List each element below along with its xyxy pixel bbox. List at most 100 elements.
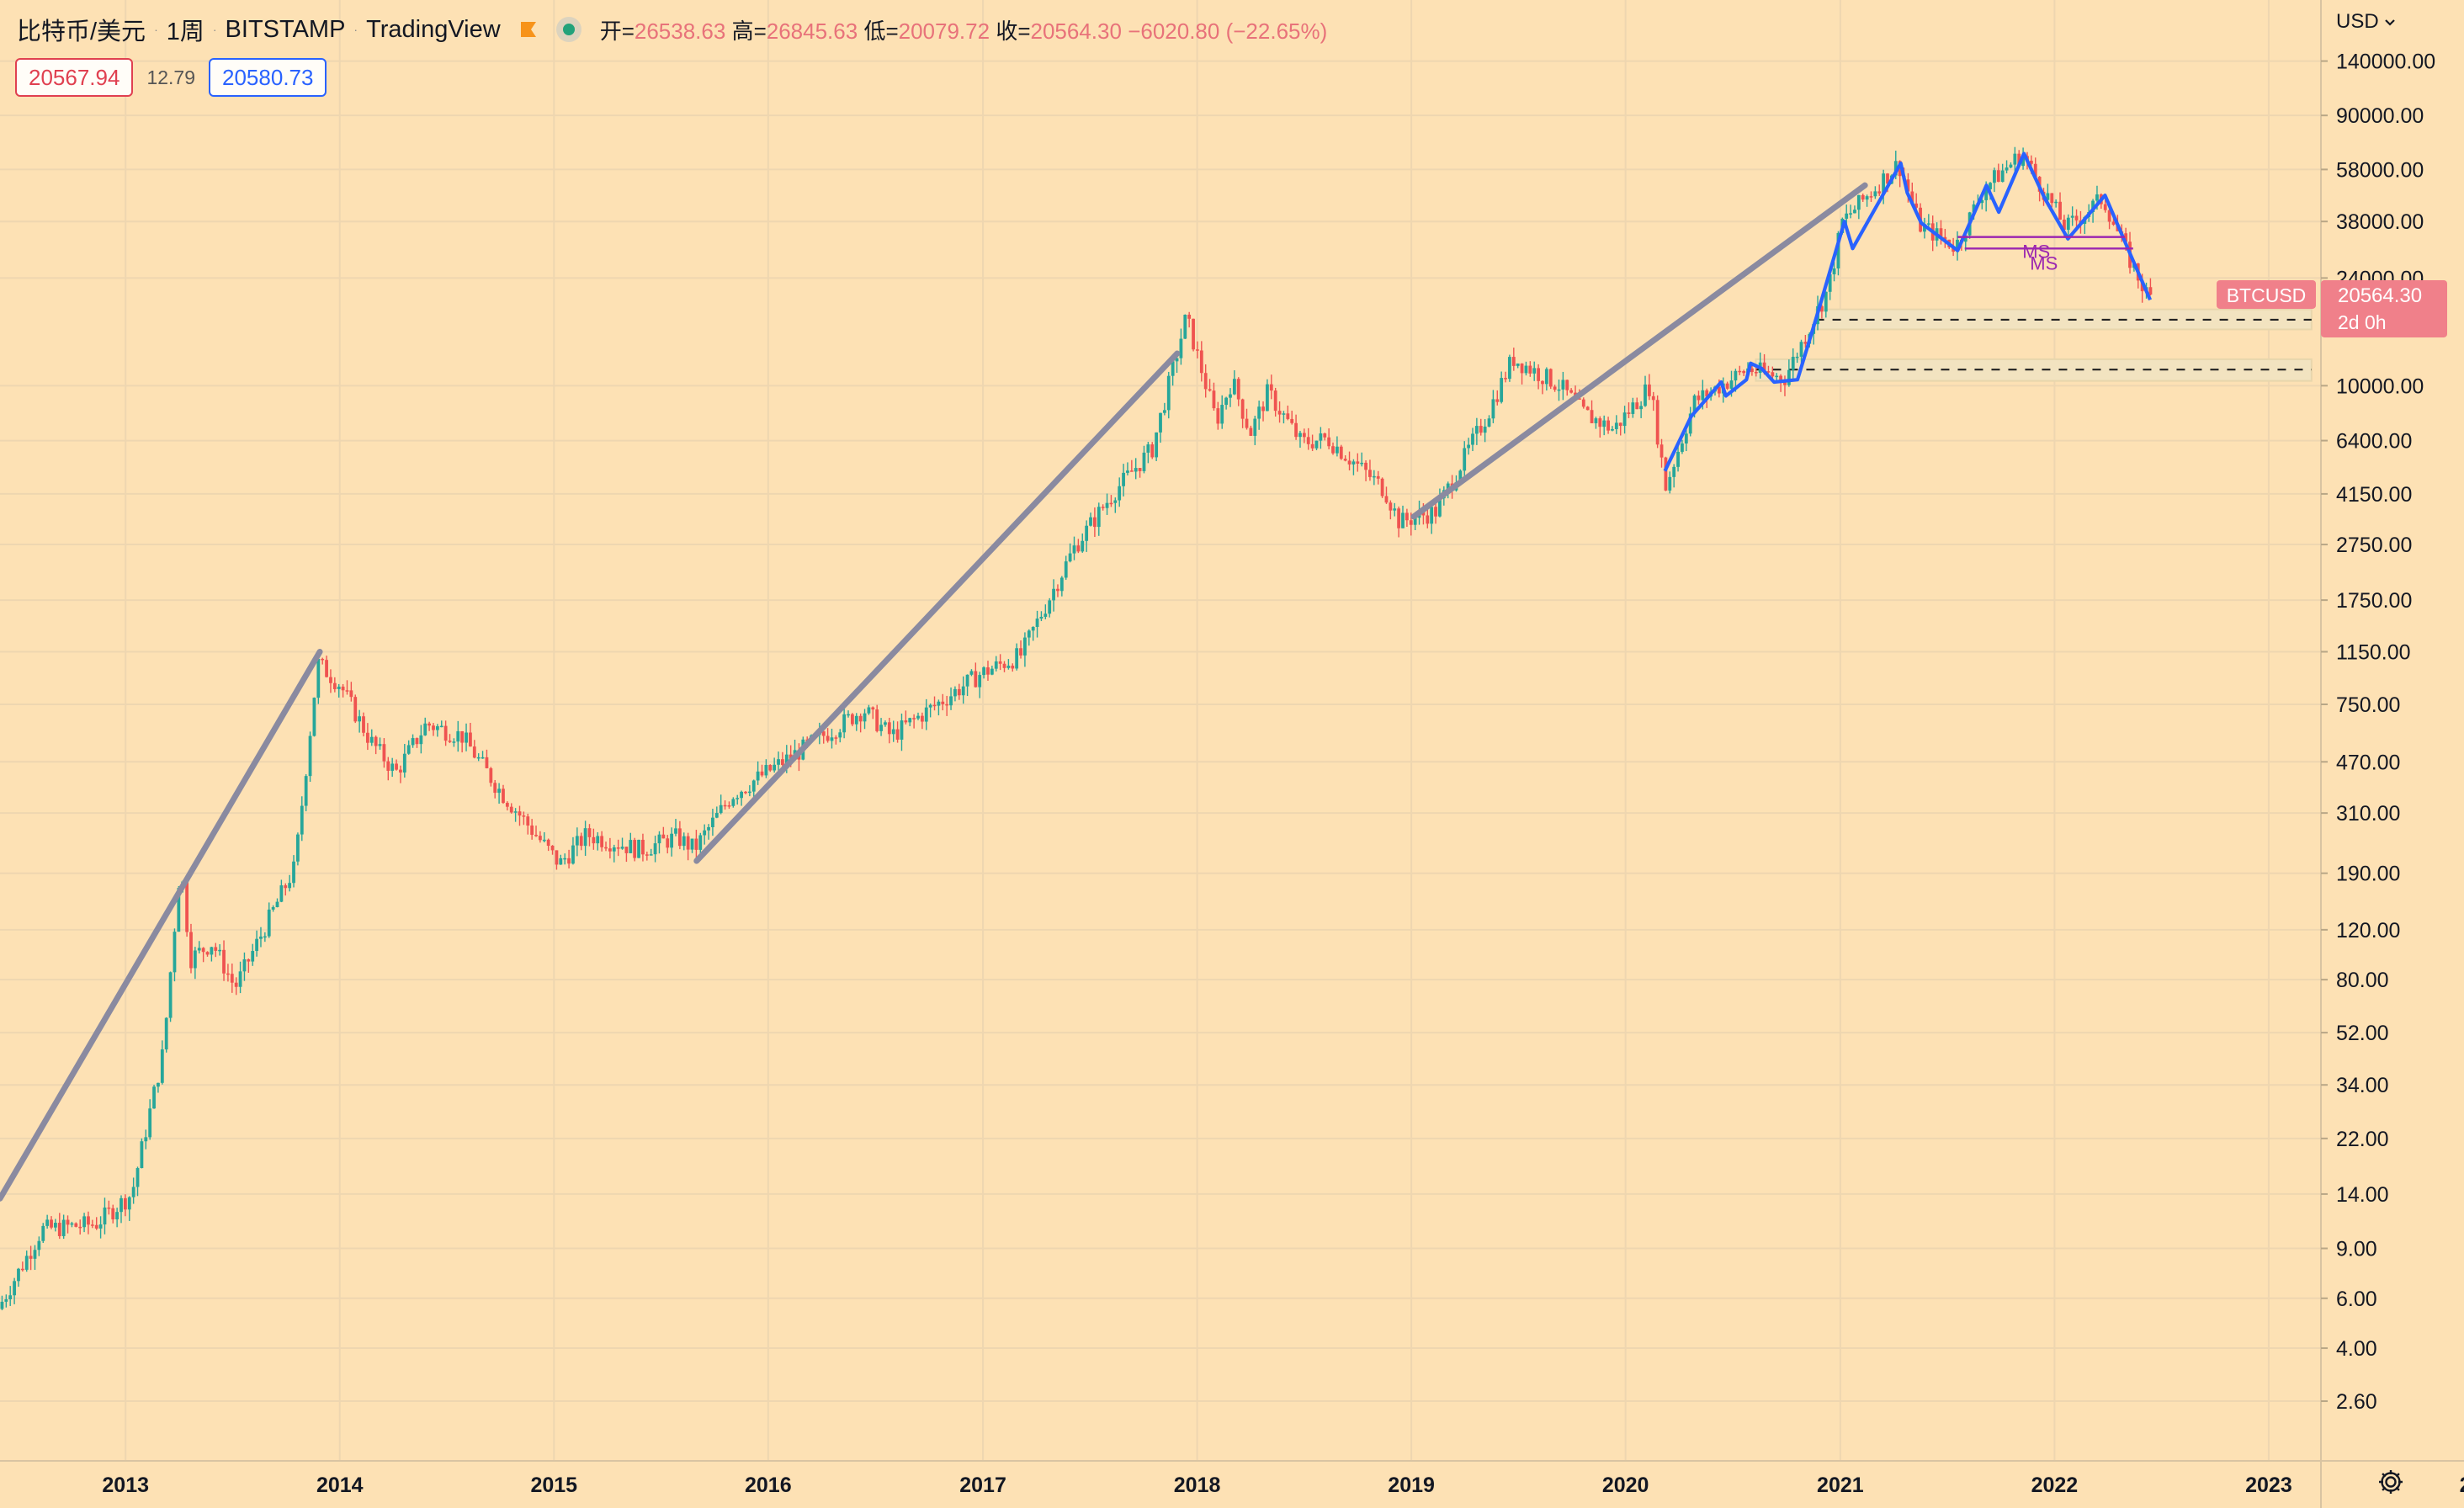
close-value: 20564.30 <box>1030 18 1122 44</box>
candle-body <box>887 722 891 735</box>
candle-body <box>1101 507 1105 508</box>
candle-body <box>698 835 703 850</box>
candle-body <box>1877 191 1882 194</box>
time-tick-label: 2024 <box>2460 1473 2464 1497</box>
candle-body <box>1463 448 1467 471</box>
candle-body <box>1203 373 1208 390</box>
candle-body <box>1035 619 1039 627</box>
candle-body <box>472 746 476 758</box>
candle-body <box>1734 370 1738 381</box>
candle-body <box>87 1216 90 1225</box>
candle-body <box>341 686 345 691</box>
candle-body <box>1056 588 1059 592</box>
candle-body <box>2070 215 2074 218</box>
low-label: 低= <box>863 18 899 44</box>
price-tick-label: 58000.00 <box>2336 158 2424 182</box>
price-tick-label: 10000.00 <box>2336 374 2424 398</box>
candle-body <box>127 1197 131 1210</box>
candle-body <box>1273 390 1277 412</box>
candle-body <box>386 761 390 771</box>
open-label: 开= <box>599 18 635 44</box>
candle-body <box>1122 472 1125 486</box>
market-status-icon[interactable] <box>555 17 581 42</box>
candle-body <box>205 952 210 955</box>
candle-body <box>1216 408 1220 424</box>
candle-body <box>358 716 362 722</box>
candle-body <box>1175 358 1179 362</box>
candle-body <box>415 738 419 745</box>
candle-body <box>2029 160 2033 164</box>
candle-body <box>1528 365 1532 374</box>
candle-body <box>884 722 887 725</box>
time-tick-label: 2023 <box>2245 1473 2292 1497</box>
candle-body <box>1327 437 1331 447</box>
price-tick-label: 2.60 <box>2336 1390 2377 1414</box>
flag-icon[interactable] <box>519 20 538 39</box>
candle-body <box>1310 443 1314 449</box>
candle-body <box>1224 397 1229 406</box>
candle-body <box>596 836 600 844</box>
candle-body <box>1085 525 1089 541</box>
candle-body <box>123 1197 127 1210</box>
candle-body <box>1659 444 1664 458</box>
candle-body <box>2111 221 2116 226</box>
candle-body <box>1614 422 1618 429</box>
candle-body <box>620 847 624 849</box>
candle-body <box>411 738 415 746</box>
currency-selector[interactable]: USD <box>2336 10 2396 34</box>
candle-body <box>1926 223 1930 225</box>
candle-body <box>66 1219 70 1225</box>
candle-body <box>1655 400 1659 445</box>
candle-body <box>1059 577 1064 592</box>
candle-body <box>624 847 629 853</box>
candle-body <box>140 1141 144 1169</box>
candle-body <box>406 745 411 754</box>
candle-body <box>2017 153 2021 167</box>
trend-line <box>0 649 323 1202</box>
candle-body <box>1845 213 1849 219</box>
candle-body <box>1347 460 1351 465</box>
candle-body <box>0 1301 4 1309</box>
candle-body <box>1113 500 1118 503</box>
candle-body <box>1952 247 1956 252</box>
candle-body <box>61 1219 66 1236</box>
symbol-name[interactable]: 比特币/美元 <box>17 19 146 45</box>
candle-body <box>731 799 735 806</box>
trend-lines <box>0 182 1868 1202</box>
candle-body <box>542 839 546 842</box>
candle-body <box>1491 399 1495 419</box>
candle-body <box>1323 433 1327 438</box>
candle-body <box>1836 232 1840 269</box>
candle-body <box>382 744 386 762</box>
candle-body <box>1910 191 1914 204</box>
candle-body <box>1282 413 1286 415</box>
candle-body <box>185 881 189 932</box>
candle-body <box>337 686 341 689</box>
candle-body <box>1011 666 1015 669</box>
candle-body <box>1364 462 1367 470</box>
gear-icon[interactable] <box>2376 1468 2405 1496</box>
candle-body <box>1474 426 1479 434</box>
candle-body <box>1886 173 1889 184</box>
candle-body <box>1397 508 1401 528</box>
candle-body <box>1236 379 1240 400</box>
sell-button[interactable]: 20567.94 <box>15 58 134 97</box>
candle-body <box>1684 433 1688 444</box>
candle-body <box>707 826 710 831</box>
candle-body <box>13 1281 16 1296</box>
interval-label[interactable]: 1周 <box>166 19 204 45</box>
candle-body <box>633 840 637 858</box>
candle-body <box>900 720 904 740</box>
candle-body <box>74 1223 78 1227</box>
candle-body <box>2050 193 2054 204</box>
candle-body <box>1380 478 1384 496</box>
candle-body <box>1766 371 1771 373</box>
candle-body <box>1795 356 1799 358</box>
candle-body <box>193 950 197 969</box>
candle-body <box>1068 553 1072 562</box>
candle-body <box>1692 396 1697 414</box>
candle-body <box>949 696 953 706</box>
candle-body <box>727 805 731 807</box>
buy-button[interactable]: 20580.73 <box>209 58 327 97</box>
